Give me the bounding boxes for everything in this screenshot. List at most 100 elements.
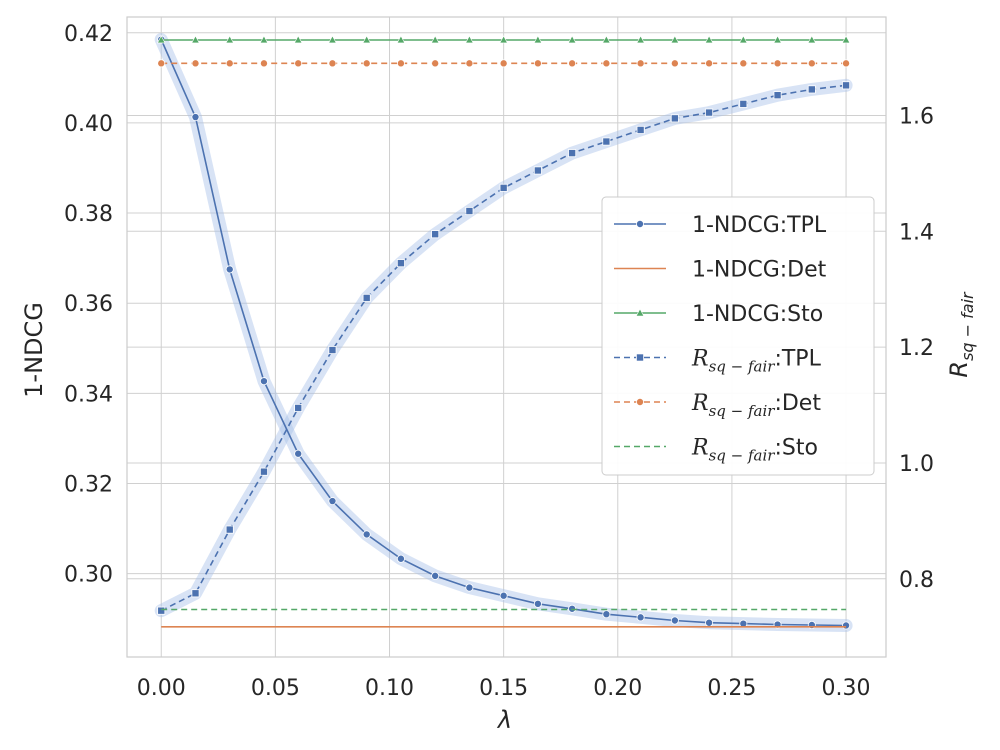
series-line (160, 84, 847, 612)
legend-label: 1-NDCG:Det (692, 258, 827, 283)
y-left-tick-label: 0.32 (64, 472, 113, 497)
data-point (225, 35, 235, 44)
legend-label: Rsq − fair:Det (691, 391, 821, 420)
data-point (465, 583, 474, 592)
legend-marker (635, 308, 645, 317)
data-point (294, 449, 303, 458)
data-point (362, 530, 371, 539)
data-point (293, 35, 303, 44)
data-point (602, 59, 611, 68)
plot-area-border (126, 16, 887, 658)
data-point (191, 35, 200, 44)
data-point (156, 35, 166, 44)
legend-marker (636, 397, 645, 406)
data-point (739, 59, 748, 68)
y-left-tick-label: 0.42 (64, 22, 113, 47)
data-point (602, 35, 611, 44)
data-point (328, 497, 337, 506)
data-point (739, 35, 748, 44)
data-point (636, 35, 645, 44)
x-tick-label: 0.00 (137, 676, 186, 701)
data-point (430, 35, 440, 44)
legend-label: 1-NDCG:Sto (692, 302, 823, 327)
data-point (362, 59, 371, 68)
data-point (499, 35, 508, 44)
y-right-tick-label: 0.8 (899, 568, 934, 593)
y-left-tick-label: 0.34 (64, 382, 113, 407)
data-point (602, 610, 611, 619)
data-point (328, 346, 337, 355)
data-point (157, 606, 166, 615)
legend-label: Rsq − fair:TPL (691, 347, 822, 376)
y-right-tick-label: 1.0 (899, 452, 934, 477)
y-right-tick-label: 1.2 (899, 336, 934, 361)
data-point (396, 259, 405, 268)
data-point (568, 59, 577, 68)
x-axis-label: λ (496, 706, 512, 734)
data-point (431, 571, 440, 580)
data-point (704, 35, 714, 44)
data-point (259, 35, 269, 44)
x-tick-label: 0.30 (822, 676, 871, 701)
svg-text:Rsq − fair: Rsq − fair (945, 291, 977, 378)
legend-label: 1-NDCG:TPL (692, 213, 827, 238)
data-point (362, 35, 371, 44)
x-tick-label: 0.10 (365, 676, 414, 701)
data-point (294, 59, 303, 68)
data-point (773, 35, 782, 44)
data-point (807, 59, 816, 68)
data-point (636, 613, 645, 622)
data-point (396, 35, 406, 44)
data-point (670, 114, 679, 123)
data-point (499, 183, 508, 192)
data-point (225, 59, 234, 68)
series-lines (156, 35, 851, 630)
data-point (259, 377, 268, 386)
data-point (636, 59, 645, 68)
data-point (225, 525, 234, 534)
x-tick-label: 0.05 (251, 676, 300, 701)
data-point (670, 59, 679, 68)
legend-marker (636, 219, 645, 228)
data-point (465, 207, 474, 216)
data-point (294, 403, 303, 412)
data-point (636, 125, 645, 134)
data-point (842, 59, 851, 68)
data-point (431, 59, 440, 68)
x-tick-label: 0.25 (707, 676, 756, 701)
y-left-tick-label: 0.38 (64, 202, 113, 227)
data-point (396, 554, 405, 563)
data-point (807, 85, 816, 94)
data-point (568, 149, 577, 158)
data-point (465, 35, 474, 44)
data-point (533, 599, 542, 608)
data-point (739, 99, 748, 108)
data-point (157, 59, 166, 68)
data-point (328, 59, 337, 68)
data-point (705, 59, 714, 68)
data-point (567, 35, 577, 44)
data-point (191, 113, 200, 122)
data-point (705, 108, 714, 117)
grid (127, 17, 886, 657)
data-point (773, 59, 782, 68)
data-point (842, 81, 851, 90)
y-left-tick-label: 0.36 (64, 292, 113, 317)
legend-label: Rsq − fair:Sto (691, 436, 818, 465)
data-point (499, 59, 508, 68)
y-right-tick-label: 1.4 (899, 220, 934, 245)
data-point (465, 59, 474, 68)
x-tick-label: 0.20 (593, 676, 642, 701)
data-point (841, 35, 851, 44)
y-left-tick-label: 0.30 (64, 563, 113, 588)
x-tick-label: 0.15 (479, 676, 528, 701)
y-axis-right-label: Rsq − fair (945, 291, 977, 378)
data-point (670, 616, 679, 625)
plot-frame (126, 16, 887, 658)
y-left-tick-label: 0.40 (64, 112, 113, 137)
legend-marker (636, 353, 645, 362)
data-point (259, 59, 268, 68)
data-point (670, 35, 680, 44)
y-right-tick-label: 1.6 (899, 104, 934, 129)
